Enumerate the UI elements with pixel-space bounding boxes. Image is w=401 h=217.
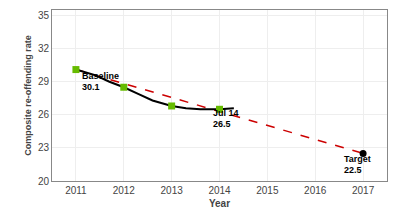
svg-text:23: 23	[38, 142, 50, 153]
svg-text:20: 20	[38, 176, 50, 187]
svg-text:2017: 2017	[352, 185, 375, 196]
svg-text:26.5: 26.5	[213, 119, 231, 129]
svg-text:Year: Year	[209, 198, 230, 209]
svg-text:Composite re-offending rate: Composite re-offending rate	[23, 35, 33, 156]
svg-text:35: 35	[38, 10, 50, 21]
svg-text:Jul 14: Jul 14	[213, 108, 239, 118]
svg-text:Target: Target	[344, 154, 371, 164]
svg-text:2016: 2016	[304, 185, 327, 196]
svg-text:Baseline: Baseline	[82, 71, 119, 81]
svg-text:2012: 2012	[113, 185, 136, 196]
svg-text:2014: 2014	[208, 185, 231, 196]
svg-text:2013: 2013	[161, 185, 184, 196]
svg-text:26: 26	[38, 109, 50, 120]
svg-text:2011: 2011	[65, 185, 87, 196]
svg-text:32: 32	[38, 43, 50, 54]
svg-text:22.5: 22.5	[344, 165, 362, 175]
svg-text:30.1: 30.1	[82, 82, 100, 92]
svg-text:29: 29	[38, 76, 50, 87]
svg-text:2015: 2015	[256, 185, 279, 196]
